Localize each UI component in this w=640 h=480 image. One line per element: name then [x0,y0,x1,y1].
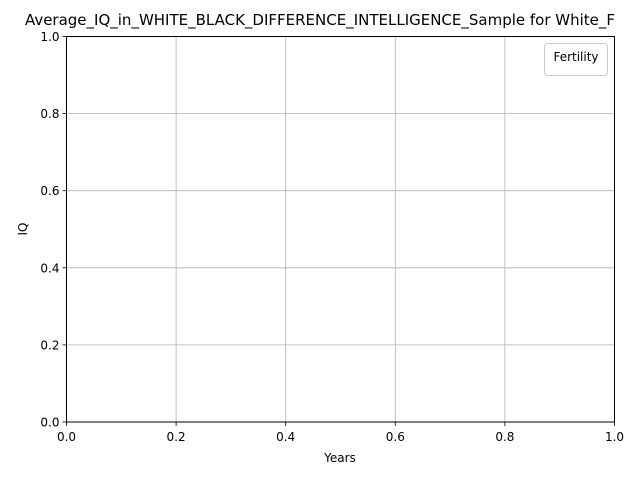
x-tick-label: 1.0 [605,430,624,444]
y-tick-label: 0.2 [40,338,59,352]
legend-title: Fertility [553,50,598,64]
plot-frame [66,36,615,423]
y-tick-label: 0.8 [40,107,59,121]
y-tick-label: 0.4 [40,261,59,275]
y-axis-label: IQ [16,223,30,236]
grid-lines [66,36,615,423]
x-axis-ticks: 0.0 0.2 0.4 0.6 0.8 1.0 [57,422,624,444]
legend: Fertility [544,43,608,76]
x-tick-label: 0.8 [495,430,514,444]
y-tick-label: 0.6 [40,184,59,198]
x-tick-label: 0.4 [276,430,295,444]
y-tick-label: 0.0 [40,416,59,430]
y-tick-label: 1.0 [40,30,59,44]
chart-title: Average_IQ_in_WHITE_BLACK_DIFFERENCE_INT… [25,11,615,30]
x-axis-label: Years [323,451,356,465]
x-tick-label: 0.6 [386,430,405,444]
x-tick-label: 0.0 [57,430,76,444]
legend-box [544,43,608,76]
y-axis-ticks: 0.0 0.2 0.4 0.6 0.8 1.0 [40,30,67,430]
x-tick-label: 0.2 [167,430,186,444]
